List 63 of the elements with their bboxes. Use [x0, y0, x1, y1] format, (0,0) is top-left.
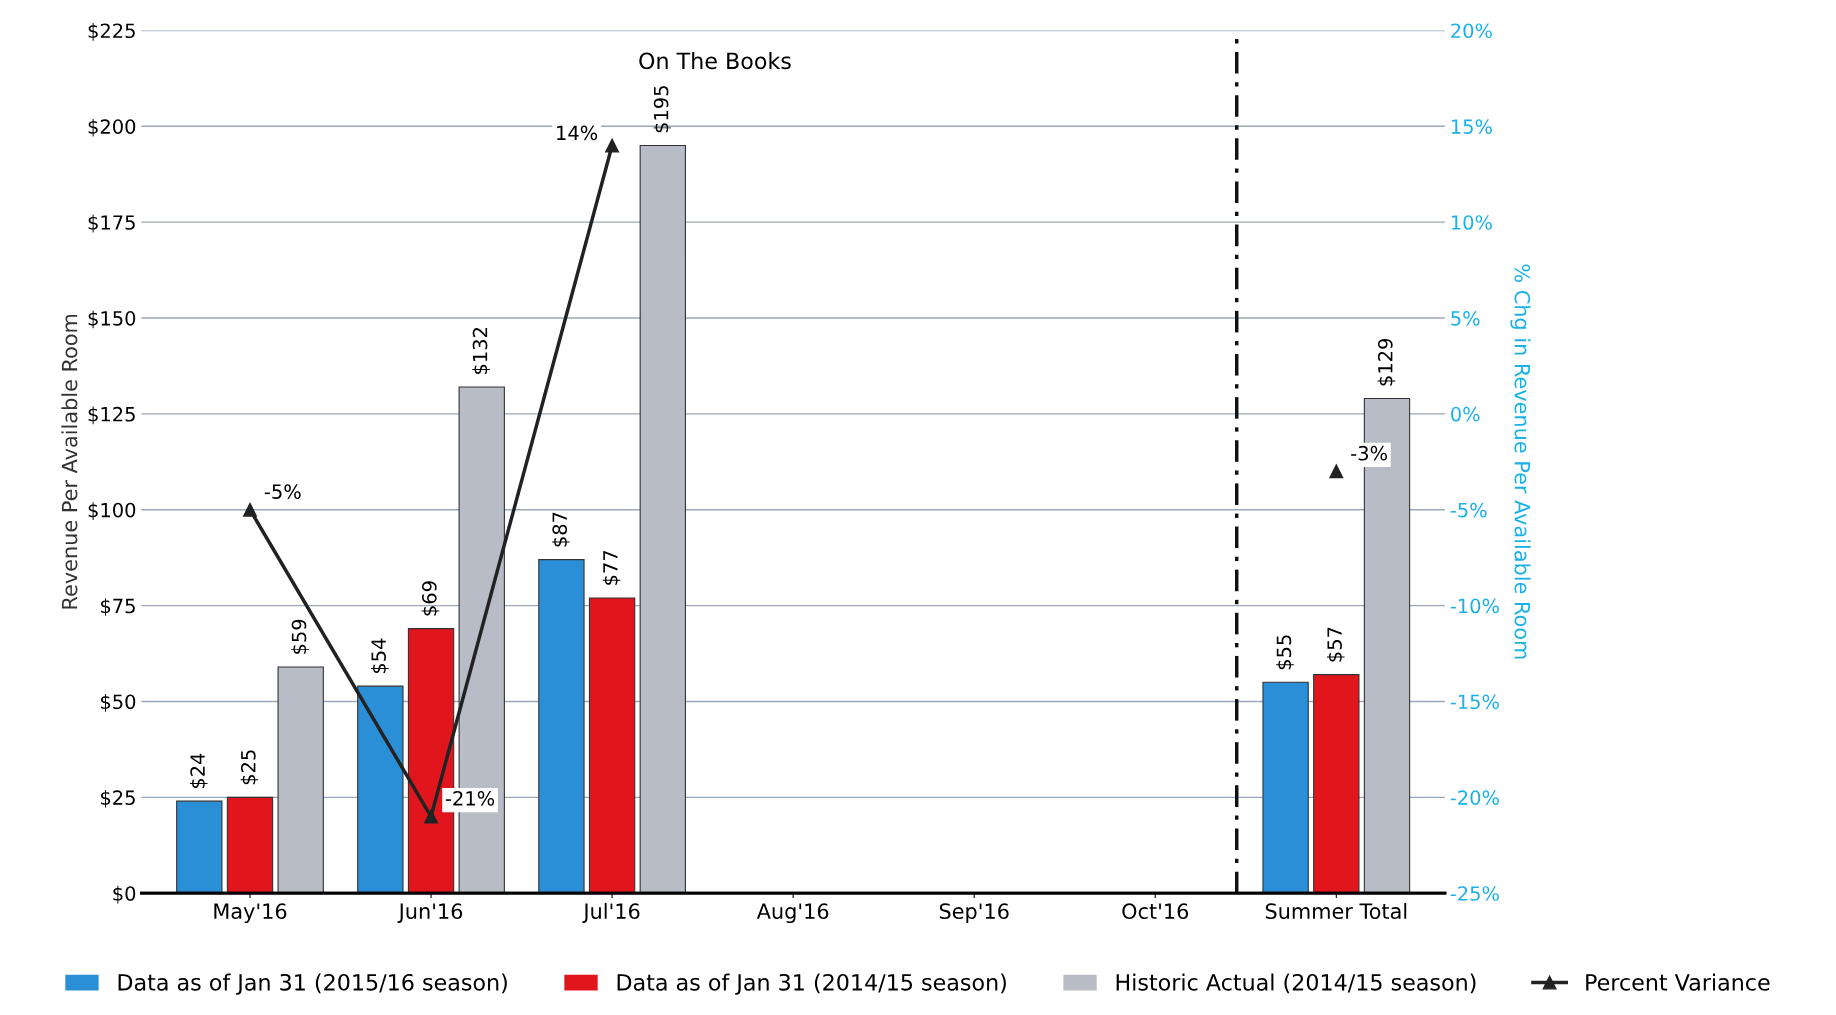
y-tick-label: $75	[101, 598, 135, 616]
y-tick-label: $100	[88, 502, 136, 520]
bar	[1262, 681, 1309, 894]
y2-tick-label: -25%	[1450, 886, 1499, 901]
bar	[639, 144, 686, 894]
data-label: -21%	[445, 790, 495, 806]
x-tick-label: Jun'16	[397, 903, 463, 923]
x-tick-label: Oct'16	[1122, 903, 1189, 920]
data-label: $69	[421, 581, 440, 616]
bar	[226, 796, 274, 894]
y-tick-label: $25	[101, 789, 135, 808]
y2-tick-label: 15%	[1451, 119, 1492, 134]
data-label: -5%	[264, 484, 301, 499]
y2-tick-label: -5%	[1450, 502, 1487, 518]
y2-tick-label: 10%	[1451, 215, 1492, 230]
data-label: 14%	[557, 125, 598, 141]
y-tick-label: $200	[88, 118, 136, 137]
y2-tick-label: -10%	[1450, 598, 1499, 614]
data-label: $195	[653, 86, 672, 133]
data-label: $87	[552, 512, 570, 547]
y-tick-label: $50	[101, 694, 136, 712]
y2-tick-label: 5%	[1451, 310, 1480, 326]
y-tick-label: $150	[88, 310, 136, 329]
bar	[277, 666, 324, 894]
x-tick-label: Summer Total	[1265, 902, 1407, 920]
x-tick-label: Jul'16	[582, 902, 640, 923]
data-label: $129	[1377, 338, 1396, 386]
data-label: $55	[1276, 635, 1294, 670]
point	[424, 809, 438, 824]
point	[605, 138, 620, 153]
y-tick-label: $175	[88, 214, 135, 233]
y2-axis-title: % Chg in Revenue Per Available Room	[1510, 264, 1531, 659]
legend-label: Data as of Jan 31 (2014/15 season)	[617, 973, 1006, 995]
legend-label: Data as of Jan 31 (2015/16 season)	[118, 973, 507, 995]
x-tick-label: Aug'16	[756, 903, 829, 924]
text: On The Books	[639, 52, 791, 70]
y-tick-label: $0	[113, 885, 136, 904]
y-tick-label: $125	[88, 406, 135, 425]
x-tick-label: May'16	[214, 903, 287, 924]
data-label: $25	[240, 750, 259, 785]
point	[243, 502, 257, 517]
y2-tick-label: 20%	[1451, 23, 1492, 39]
y-axis-title: Revenue Per Available Room	[61, 314, 78, 609]
bar	[588, 597, 636, 894]
bar	[538, 559, 585, 894]
data-label: $77	[602, 550, 621, 585]
y2-tick-label: -15%	[1450, 694, 1499, 710]
bar	[176, 800, 223, 894]
legend-label: Percent Variance	[1586, 973, 1770, 991]
data-label: $57	[1326, 627, 1345, 662]
y-tick-label: $225	[88, 23, 135, 41]
data-label: $54	[370, 638, 389, 674]
legend-label: Historic Actual (2014/15 season)	[1116, 973, 1476, 994]
data-label: $24	[189, 753, 208, 789]
point	[1329, 464, 1344, 479]
bar	[357, 685, 404, 894]
data-label: -3%	[1351, 445, 1387, 461]
data-label: $59	[291, 619, 309, 654]
x-tick-label: Sep'16	[939, 903, 1009, 924]
data-label: $132	[472, 328, 490, 374]
bar	[1313, 674, 1360, 894]
y2-tick-label: -20%	[1450, 790, 1499, 805]
y2-tick-label: 0%	[1451, 406, 1480, 422]
